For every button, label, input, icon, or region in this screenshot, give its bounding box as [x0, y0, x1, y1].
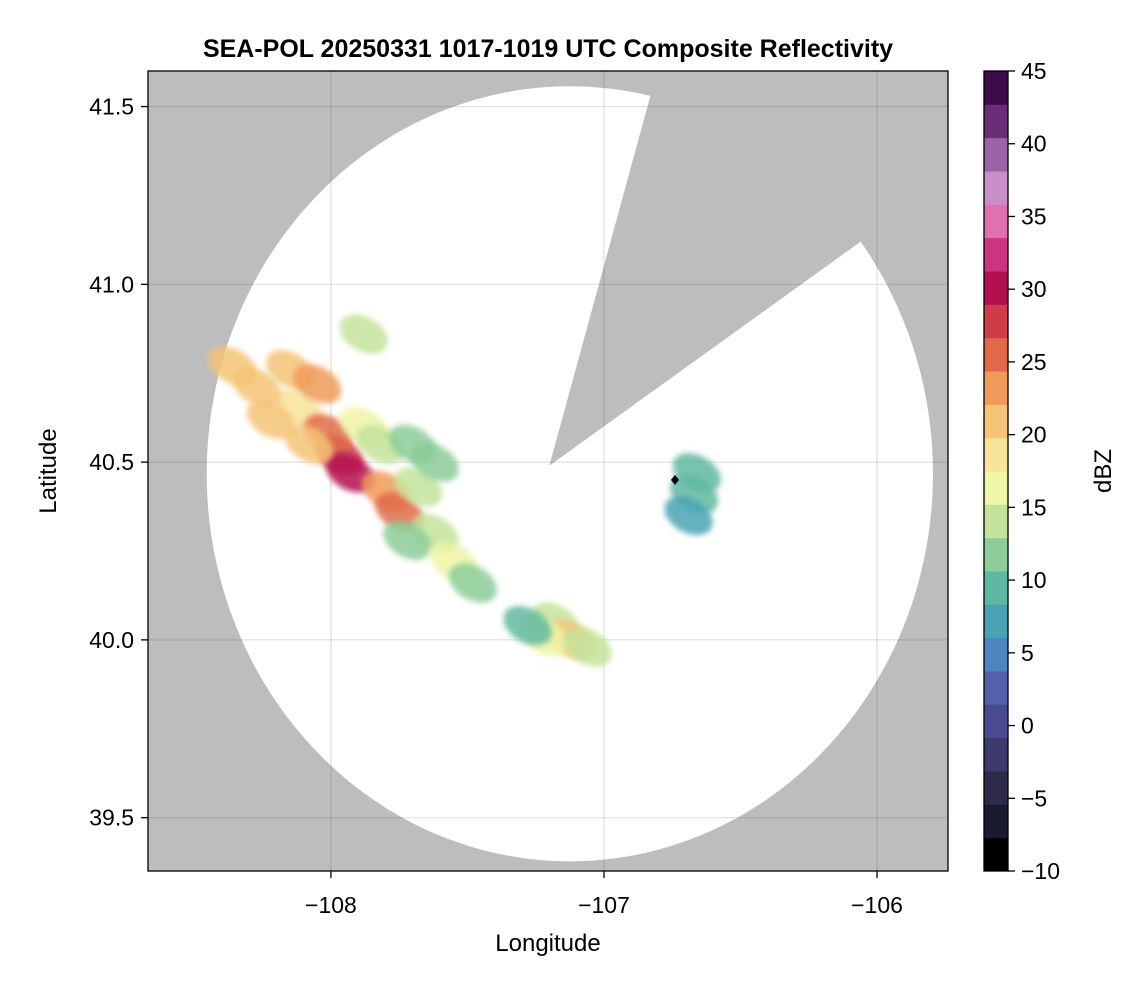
y-tick-label: 40.0 [89, 627, 134, 653]
colorbar-tick-label: 35 [1021, 203, 1047, 229]
echo-cell [383, 520, 432, 560]
station-marker [670, 474, 679, 485]
colorbar-segment [984, 404, 1008, 439]
colorbar-tick-label: 0 [1021, 713, 1034, 739]
colorbar-segment [984, 637, 1008, 672]
echo-cell [285, 424, 334, 464]
echo-cell [293, 364, 342, 404]
colorbar-tick-label: −10 [1021, 858, 1060, 884]
y-tick-label: 41.0 [89, 271, 134, 297]
colorbar-segment [984, 537, 1008, 572]
colorbar-segment [984, 804, 1008, 839]
x-tick-label: −107 [578, 892, 630, 918]
echo-cell [503, 606, 552, 646]
y-axis-label: Latitude [35, 428, 62, 513]
colorbar-tick-label: 30 [1021, 276, 1047, 302]
y-tick-label: 39.5 [89, 805, 134, 831]
colorbar-segment [984, 71, 1008, 105]
colorbar-segment [984, 437, 1008, 472]
colorbar-segment [984, 337, 1008, 372]
echo-cell [388, 424, 437, 464]
colorbar-tick-label: 45 [1021, 58, 1047, 84]
colorbar-segment [984, 304, 1008, 339]
colorbar-tick-label: 10 [1021, 567, 1047, 593]
colorbar-tick-label: −5 [1021, 785, 1047, 811]
colorbar-label: dBZ [1090, 449, 1117, 493]
echo-cell [563, 627, 612, 667]
colorbar-segment [984, 504, 1008, 539]
y-axis-ticks: 39.5 40.0 40.5 41.0 41.5 [89, 94, 148, 831]
colorbar-frame [983, 70, 1009, 872]
y-tick-label: 41.5 [89, 94, 134, 120]
colorbar-tick-label: 15 [1021, 494, 1047, 520]
colorbar-segment [984, 237, 1008, 272]
station-diamond [670, 474, 679, 485]
colorbar: −10 −5 0 5 10 15 20 25 30 35 40 45 [983, 58, 1060, 884]
echo-cell [448, 563, 497, 603]
chart-title: SEA-POL 20250331 1017-1019 UTC Composite… [203, 35, 893, 63]
echo-cell [208, 346, 257, 386]
colorbar-segment [984, 571, 1008, 605]
plot-frame [147, 70, 949, 872]
colorbar-tick-label: 40 [1021, 131, 1047, 157]
colorbar-segment [984, 104, 1008, 139]
colorbar-segment [984, 704, 1008, 739]
x-axis-ticks: −108 −107 −106 [305, 871, 903, 918]
colorbar-segment [984, 137, 1008, 172]
y-tick-label: 40.5 [89, 449, 134, 475]
colorbar-tick-label: 5 [1021, 640, 1034, 666]
colorbar-tick-label: 20 [1021, 422, 1047, 448]
colorbar-segment [984, 371, 1008, 405]
colorbar-segment [984, 171, 1008, 205]
x-axis-label: Longitude [495, 930, 600, 957]
reflectivity-echoes [208, 314, 721, 667]
echo-cell [246, 399, 295, 440]
plot-area [148, 71, 948, 871]
colorbar-segment [984, 471, 1008, 505]
echo-cell [664, 495, 713, 536]
x-tick-label: −106 [851, 892, 903, 918]
colorbar-segment [984, 737, 1008, 772]
colorbar-segment [984, 604, 1008, 639]
colorbar-segment [984, 204, 1008, 239]
colorbar-segment [984, 271, 1008, 305]
colorbar-tick-label: 25 [1021, 349, 1047, 375]
radar-range-circle [206, 86, 933, 862]
echo-cell [339, 314, 388, 354]
colorbar-segment [984, 671, 1008, 705]
colorbar-segment [984, 837, 1008, 872]
colorbar-segment [984, 771, 1008, 805]
x-tick-label: −108 [305, 892, 357, 918]
